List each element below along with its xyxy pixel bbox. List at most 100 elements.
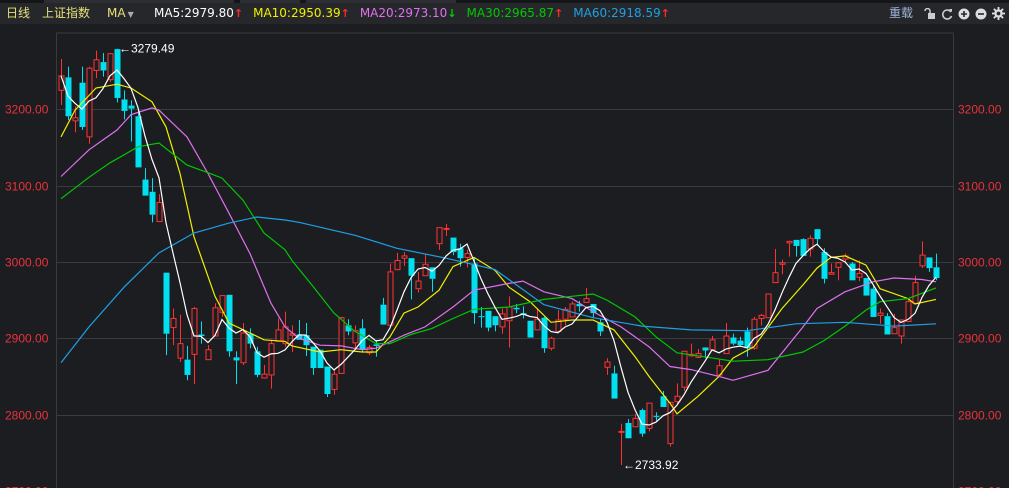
index-name[interactable]: 上证指数	[42, 6, 91, 20]
ma-line-ma60	[60, 216, 937, 364]
candle	[401, 252, 408, 266]
candle-body	[401, 255, 408, 259]
period-selector[interactable]: 日线	[6, 6, 31, 20]
candle	[268, 339, 275, 389]
candle	[527, 320, 534, 338]
y-tick-label-left: 3000.00	[5, 256, 49, 270]
candle-body	[779, 262, 786, 265]
indicator-selector[interactable]: MA ▼	[107, 3, 134, 25]
candle	[800, 238, 807, 256]
candle	[331, 369, 338, 395]
candle	[548, 336, 555, 351]
candle	[149, 178, 156, 223]
y-tick-label-right: 3100.00	[958, 180, 1002, 194]
candle-body	[548, 337, 555, 349]
candle-body	[352, 330, 359, 344]
ma-line-ma30	[60, 142, 937, 362]
candle	[779, 259, 786, 275]
candle	[72, 106, 79, 133]
candle-body	[177, 343, 184, 359]
candle	[632, 413, 639, 428]
toolbar-icons: 重载	[889, 3, 1005, 24]
candle	[618, 423, 625, 466]
tab[interactable]	[306, 0, 456, 3]
ma-line-ma5	[60, 69, 937, 426]
arrow-down-icon: ↓	[447, 7, 457, 20]
candle-body	[212, 307, 219, 337]
candle-body	[93, 59, 100, 71]
candle-body	[583, 298, 590, 303]
candle	[464, 249, 471, 268]
candle-body	[254, 351, 261, 375]
gear-icon[interactable]	[992, 7, 1005, 20]
ma-legend-item: MA10:2950.39↑	[253, 6, 350, 20]
candle	[422, 253, 429, 277]
ma-value: MA60:2918.59	[573, 6, 661, 20]
tab[interactable]	[44, 0, 234, 3]
candle-body	[814, 229, 821, 240]
zoom-out-icon[interactable]	[975, 8, 987, 20]
ma-legend: MA5:2979.80↑ MA10:2950.39↑ MA20:2973.10↓ MA…	[154, 3, 680, 24]
candle-body	[576, 303, 583, 307]
candle-body	[646, 402, 653, 429]
candle	[352, 325, 359, 349]
candle	[898, 319, 905, 344]
candle-body	[121, 99, 128, 111]
candle-body	[800, 239, 807, 256]
candle-body	[674, 395, 681, 403]
candle	[205, 345, 212, 361]
candle-body	[534, 318, 541, 331]
candle	[478, 307, 485, 328]
candle-body	[471, 263, 478, 314]
candle	[744, 327, 751, 357]
candle	[723, 323, 730, 355]
ma-line-ma10	[60, 83, 937, 415]
candle-body	[240, 332, 247, 364]
candle-body	[891, 327, 898, 335]
chevron-down-icon: ▼	[127, 10, 134, 19]
candle-body	[324, 366, 331, 394]
candle-body	[492, 316, 499, 326]
candle	[611, 365, 618, 399]
candle	[541, 316, 548, 353]
candle	[261, 365, 268, 379]
arrow-up-icon: ↑	[660, 7, 670, 20]
candle-body	[541, 317, 548, 349]
tab-strip	[0, 0, 1009, 3]
candle-body	[933, 267, 940, 279]
candle-body	[828, 272, 835, 275]
candle-body	[758, 314, 765, 319]
candle-body	[772, 272, 779, 284]
candle	[219, 295, 226, 317]
candle	[485, 310, 492, 332]
lock-open-icon[interactable]	[924, 7, 936, 20]
arrow-up-icon: ↑	[554, 7, 564, 20]
reload-button[interactable]: 重载	[888, 6, 913, 20]
ma-line-ma20	[60, 107, 937, 381]
candle-body	[72, 117, 79, 122]
candle	[758, 313, 765, 326]
candle	[492, 316, 499, 332]
candle	[849, 262, 856, 281]
candle	[79, 66, 86, 131]
candle	[100, 52, 107, 77]
candle	[296, 319, 303, 340]
candle-body	[926, 257, 933, 269]
candle	[695, 348, 702, 359]
candle-body	[709, 339, 716, 351]
candle	[583, 287, 590, 303]
zoom-in-icon[interactable]	[958, 8, 970, 20]
candle-body	[394, 259, 401, 271]
candle	[828, 263, 835, 275]
candle-body	[786, 240, 793, 244]
tab[interactable]	[240, 0, 300, 3]
candle-body	[660, 396, 667, 407]
arrow-up-icon: ↑	[340, 7, 350, 20]
candle-body	[597, 322, 604, 332]
candle-body	[296, 334, 303, 340]
candle	[107, 52, 114, 82]
refresh-icon[interactable]	[941, 8, 953, 20]
candle	[121, 90, 128, 120]
candle	[905, 299, 912, 323]
